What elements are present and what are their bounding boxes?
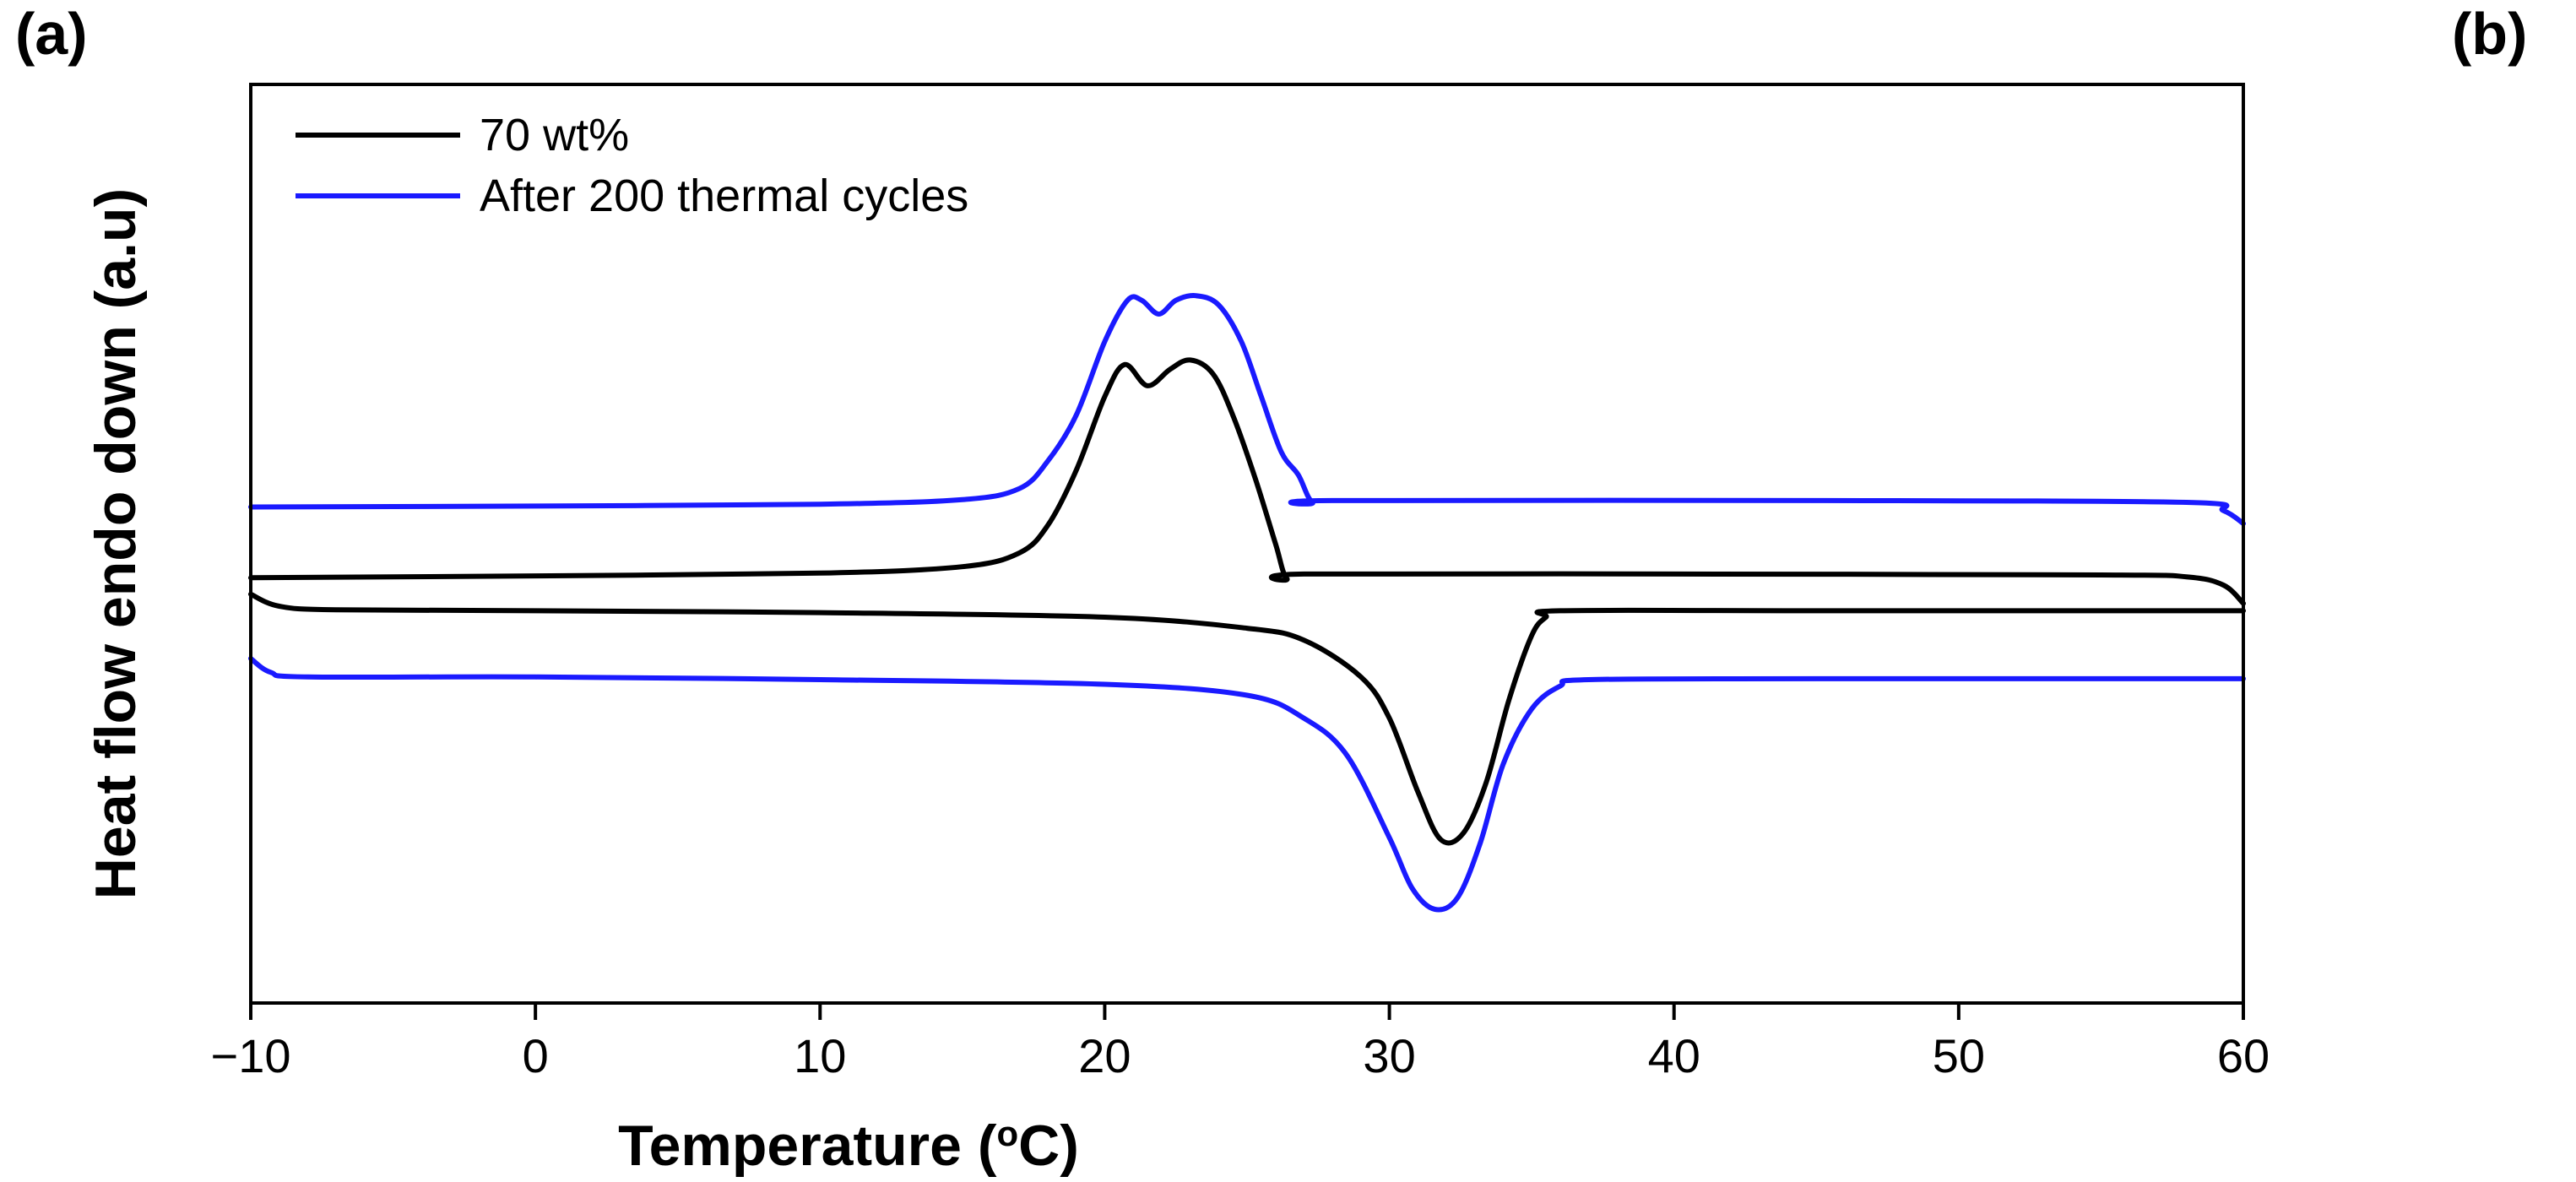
panel-a-series-line-3 xyxy=(248,656,2246,913)
panel-a-series-line-1 xyxy=(248,591,2246,846)
panel-a-x-axis-label-main: Temperature ( xyxy=(618,1114,997,1178)
panel-a-dsc-chart: (a) −10 0 10 20 30 40 50 60 70 wt% After 200 th… xyxy=(15,1,2270,1178)
panel-a-x-tick-label-4: 30 xyxy=(1363,1029,1415,1082)
panel-a-x-tick-label-0: −10 xyxy=(211,1029,291,1082)
panel-a-x-axis-label-tail: C) xyxy=(1018,1114,1079,1178)
panel-a-series-line-2 xyxy=(248,293,2246,527)
panel-a-label: (a) xyxy=(15,1,88,67)
panel-a-x-tick-label-6: 50 xyxy=(1933,1029,1985,1082)
panel-a-series-line-0 xyxy=(248,357,2246,606)
panel-b-label: (b) xyxy=(2452,1,2527,67)
panel-a-x-tick-label-5: 40 xyxy=(1648,1029,1700,1082)
panel-a-legend-label-0: 70 wt% xyxy=(480,110,629,160)
panel-a-legend: 70 wt% After 200 thermal cycles xyxy=(296,110,968,221)
panel-a-legend-label-1: After 200 thermal cycles xyxy=(480,171,968,221)
panel-a-x-ticks: −10 0 10 20 30 40 50 60 xyxy=(211,1003,2270,1082)
panel-a-axes-frame xyxy=(249,83,2245,1005)
panel-a-plot-area xyxy=(248,83,2246,1005)
panel-a-x-axis-label-sup: o xyxy=(997,1114,1019,1153)
panel-a-x-tick-label-3: 20 xyxy=(1078,1029,1131,1082)
panel-a-series-group xyxy=(248,293,2246,913)
panel-a-x-tick-label-1: 0 xyxy=(523,1029,549,1082)
panel-b-ftir-chart: (b) xyxy=(2452,1,2527,67)
panel-a-x-tick-label-2: 10 xyxy=(794,1029,846,1082)
panel-a-x-tick-label-7: 60 xyxy=(2217,1029,2270,1082)
panel-a-x-axis-label: Temperature (oC) xyxy=(618,1114,1079,1179)
panel-a-y-axis-label: Heat flow endo down (a.u) xyxy=(84,188,148,899)
